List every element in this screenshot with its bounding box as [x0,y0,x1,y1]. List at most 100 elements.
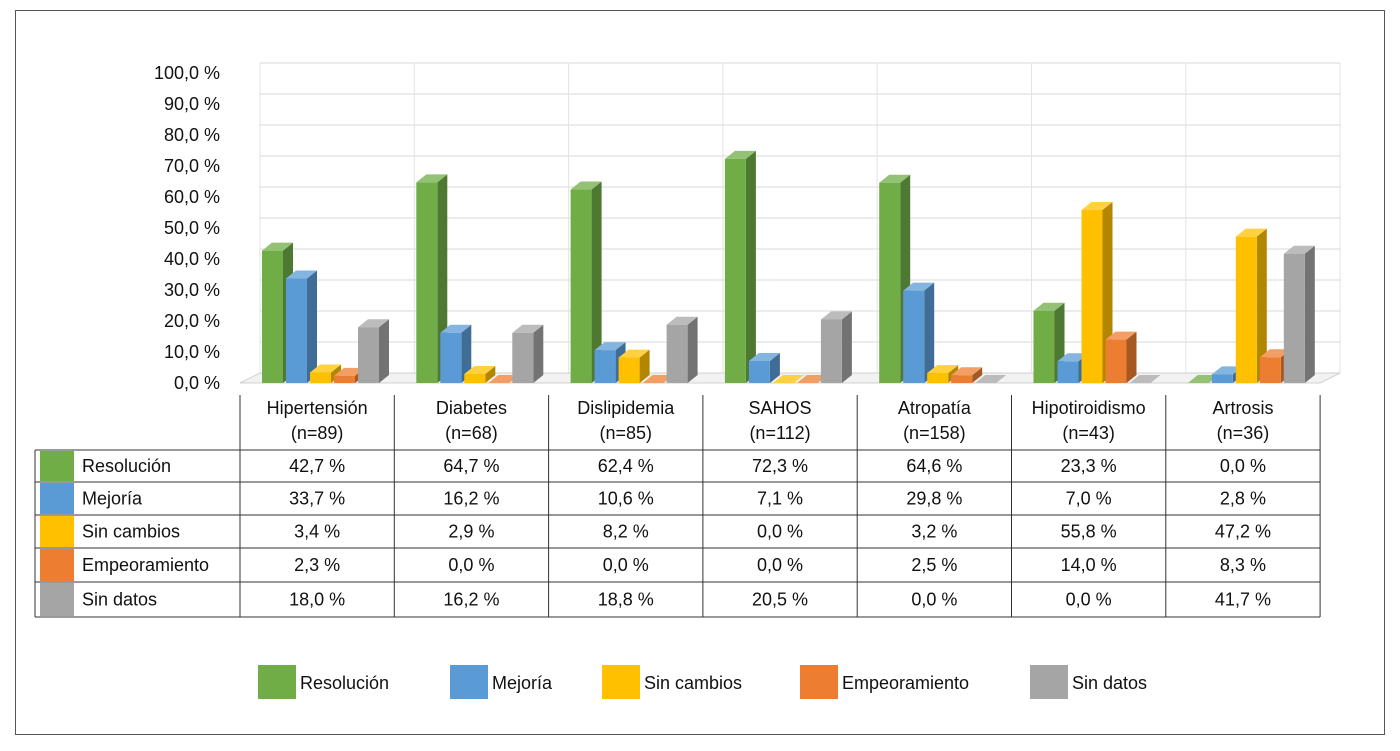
bar-sin-datos [1283,253,1305,383]
legend-swatch [1030,665,1068,699]
y-tick-label: 50,0 % [164,218,220,238]
y-tick-label: 80,0 % [164,125,220,145]
bar-top [951,367,983,376]
legend-label: Mejoría [492,673,553,693]
bar-empeoramiento [1105,339,1127,383]
bar-top [594,342,626,351]
category-label: Artrosis [1212,398,1273,418]
bar-empeoramiento [334,375,355,383]
y-tick-label: 0,0 % [174,373,220,393]
category-n-label: (n=158) [903,423,966,443]
bar-side [769,352,780,383]
bar-top [512,324,544,333]
table-cell: 55,8 % [1061,522,1117,542]
bar-top [464,366,496,375]
bar-sin-datos [512,332,534,383]
category-label: SAHOS [749,398,812,418]
bar-resolución [570,189,592,383]
table-cell: 7,0 % [1066,489,1112,509]
table-cell: 29,8 % [906,489,962,509]
bar-side [307,270,317,383]
table-legend-swatch [40,516,74,547]
bar-side [924,282,935,383]
table-cell: 0,0 % [757,555,803,575]
category-n-label: (n=89) [291,423,344,443]
bar-mejoría [1211,374,1233,383]
bar-mejoría [594,350,616,383]
bar-side [841,311,852,383]
table-cell: 0,0 % [448,555,494,575]
bar-side [1256,228,1267,383]
y-tick-label: 10,0 % [164,342,220,362]
table-cell: 14,0 % [1061,555,1117,575]
bar-top [286,270,317,279]
table-cell: 47,2 % [1215,522,1271,542]
table-cell: 64,7 % [443,456,499,476]
bar-side [745,150,756,383]
bar-side [972,367,983,383]
table-cell: 7,1 % [757,489,803,509]
table-cell: 2,8 % [1220,489,1266,509]
y-tick-label: 40,0 % [164,249,220,269]
bar-top [1129,375,1161,383]
table-cell: 16,2 % [443,489,499,509]
chart-frame [15,10,1385,735]
bar-top [1259,349,1291,358]
category-label: Diabetes [436,398,507,418]
bar-top [820,311,852,320]
bar-empeoramiento [1259,357,1281,383]
bar-sin-cambios [310,372,331,383]
bar-mejoría [748,360,770,383]
table-cell: 2,9 % [448,522,494,542]
table-row-label: Empeoramiento [82,555,209,575]
bar-top [334,367,365,376]
y-tick-label: 20,0 % [164,311,220,331]
bar-sin-datos [666,324,688,383]
bar-side [533,324,544,383]
bar-resolución [1033,310,1055,383]
bar-side [639,349,650,383]
table-cell: 8,2 % [603,522,649,542]
category-label: Hipertensión [267,398,368,418]
bar-side [461,324,472,383]
table-cell: 0,0 % [603,555,649,575]
bar-mejoría [903,290,925,383]
bar-resolución [416,182,438,383]
bar-side [1304,245,1315,383]
bar-mejoría [1057,361,1079,383]
bar-top [1105,331,1137,340]
legend-label: Empeoramiento [842,673,969,693]
table-row-label: Mejoría [82,489,143,509]
bar-top [570,181,602,190]
table-cell: 18,8 % [598,590,654,610]
bar-sin-cambios [1235,236,1257,383]
bar-top [724,150,756,159]
bar-sin-datos [358,327,379,383]
table-row-label: Sin datos [82,590,157,610]
table-legend-swatch [40,583,74,616]
y-tick-label: 70,0 % [164,156,220,176]
bar-side [591,181,602,383]
bar-top [262,242,293,251]
bar-side [1126,331,1137,383]
bar-sin-cambios [927,373,949,383]
table-cell: 72,3 % [752,456,808,476]
table-cell: 62,4 % [598,456,654,476]
bar-sin-cambios [464,374,486,383]
category-n-label: (n=68) [445,423,498,443]
bar-top [927,365,959,374]
bar-resolución [262,250,283,383]
bar-top [1235,228,1267,237]
bar-side [379,319,389,383]
y-tick-label: 60,0 % [164,187,220,207]
bar-top [903,282,935,291]
legend-swatch [450,665,488,699]
y-tick-label: 90,0 % [164,94,220,114]
table-cell: 8,3 % [1220,555,1266,575]
bar-top [642,375,674,383]
bar-top [1187,375,1219,383]
table-cell: 0,0 % [1220,456,1266,476]
table-row-label: Sin cambios [82,522,180,542]
bar-top [748,352,780,361]
table-cell: 2,5 % [911,555,957,575]
